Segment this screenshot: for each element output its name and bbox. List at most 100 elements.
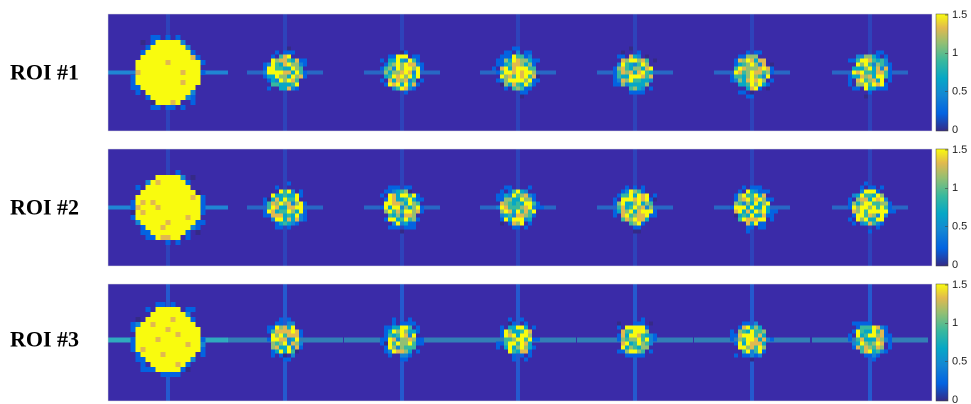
pixel — [166, 240, 171, 245]
pixel — [156, 235, 161, 240]
pixel — [649, 75, 653, 79]
pixel — [637, 55, 641, 59]
pixel — [500, 59, 504, 63]
pixel — [746, 214, 750, 218]
pixel — [263, 214, 267, 218]
pixel — [141, 225, 146, 230]
pixel — [868, 91, 872, 95]
pixel — [156, 362, 161, 367]
pixel — [186, 95, 191, 100]
pixel — [528, 218, 532, 222]
pixel — [633, 75, 637, 79]
pixel — [146, 70, 151, 75]
pixel — [279, 210, 283, 214]
pixel — [528, 59, 532, 63]
pixel — [400, 354, 404, 358]
pixel — [392, 75, 396, 79]
pixel — [136, 357, 141, 362]
pixel — [146, 332, 151, 337]
pixel — [380, 67, 384, 71]
pixel — [136, 210, 141, 215]
pixel — [161, 317, 166, 322]
pixel — [762, 202, 766, 206]
pixel — [151, 65, 156, 70]
pixel — [408, 346, 412, 350]
pixel — [404, 350, 408, 354]
pixel — [291, 67, 295, 71]
pixel — [766, 83, 770, 87]
pixel — [388, 83, 392, 87]
pixel — [738, 218, 742, 222]
pixel — [151, 190, 156, 195]
pixel — [384, 63, 388, 67]
pixel — [136, 85, 141, 90]
pixel — [396, 75, 400, 79]
pixel — [524, 202, 528, 206]
pixel — [738, 63, 742, 67]
pixel — [641, 194, 645, 198]
pixel — [400, 206, 404, 210]
pixel — [275, 67, 279, 71]
pixel — [637, 71, 641, 75]
pixel — [412, 226, 416, 230]
pixel — [166, 50, 171, 55]
pixel — [524, 214, 528, 218]
pixel — [524, 206, 528, 210]
pixel — [742, 202, 746, 206]
pixel — [641, 210, 645, 214]
pixel — [860, 79, 864, 83]
pixel — [500, 83, 504, 87]
pixel — [400, 71, 404, 75]
pixel — [404, 198, 408, 202]
pixel — [176, 55, 181, 60]
pixel — [136, 220, 141, 225]
pixel — [754, 342, 758, 346]
pixel — [146, 347, 151, 352]
pixel — [201, 352, 206, 357]
pixel — [283, 67, 287, 71]
pixel — [625, 326, 629, 330]
pixel — [299, 190, 303, 194]
pixel — [156, 322, 161, 327]
pixel — [392, 190, 396, 194]
pixel — [496, 198, 500, 202]
pixel — [536, 75, 540, 79]
pixel — [516, 59, 520, 63]
pixel — [750, 186, 754, 190]
pixel — [181, 200, 186, 205]
pixel — [524, 71, 528, 75]
pixel — [196, 347, 201, 352]
pixel — [641, 91, 645, 95]
pixel — [880, 222, 884, 226]
pixel — [629, 59, 633, 63]
pixel — [860, 186, 864, 190]
pixel — [191, 70, 196, 75]
pixel — [186, 317, 191, 322]
pixel — [283, 83, 287, 87]
pixel — [161, 190, 166, 195]
pixel — [283, 338, 287, 342]
pixel — [860, 198, 864, 202]
pixel — [186, 327, 191, 332]
pixel — [516, 198, 520, 202]
pixel — [516, 210, 520, 214]
pixel — [141, 55, 146, 60]
pixel — [186, 342, 191, 347]
pixel — [171, 220, 176, 225]
pixel — [267, 326, 271, 330]
pixel — [750, 350, 754, 354]
pixel — [136, 337, 141, 342]
pixel — [746, 326, 750, 330]
pixel — [408, 202, 412, 206]
pixel — [291, 354, 295, 358]
pixel — [166, 35, 171, 40]
pixel — [392, 322, 396, 326]
pixel — [516, 350, 520, 354]
pixel — [633, 198, 637, 202]
pixel — [171, 362, 176, 367]
pixel — [750, 59, 754, 63]
pixel — [295, 206, 299, 210]
pixel — [396, 55, 400, 59]
pixel — [860, 202, 864, 206]
pixel — [166, 175, 171, 180]
